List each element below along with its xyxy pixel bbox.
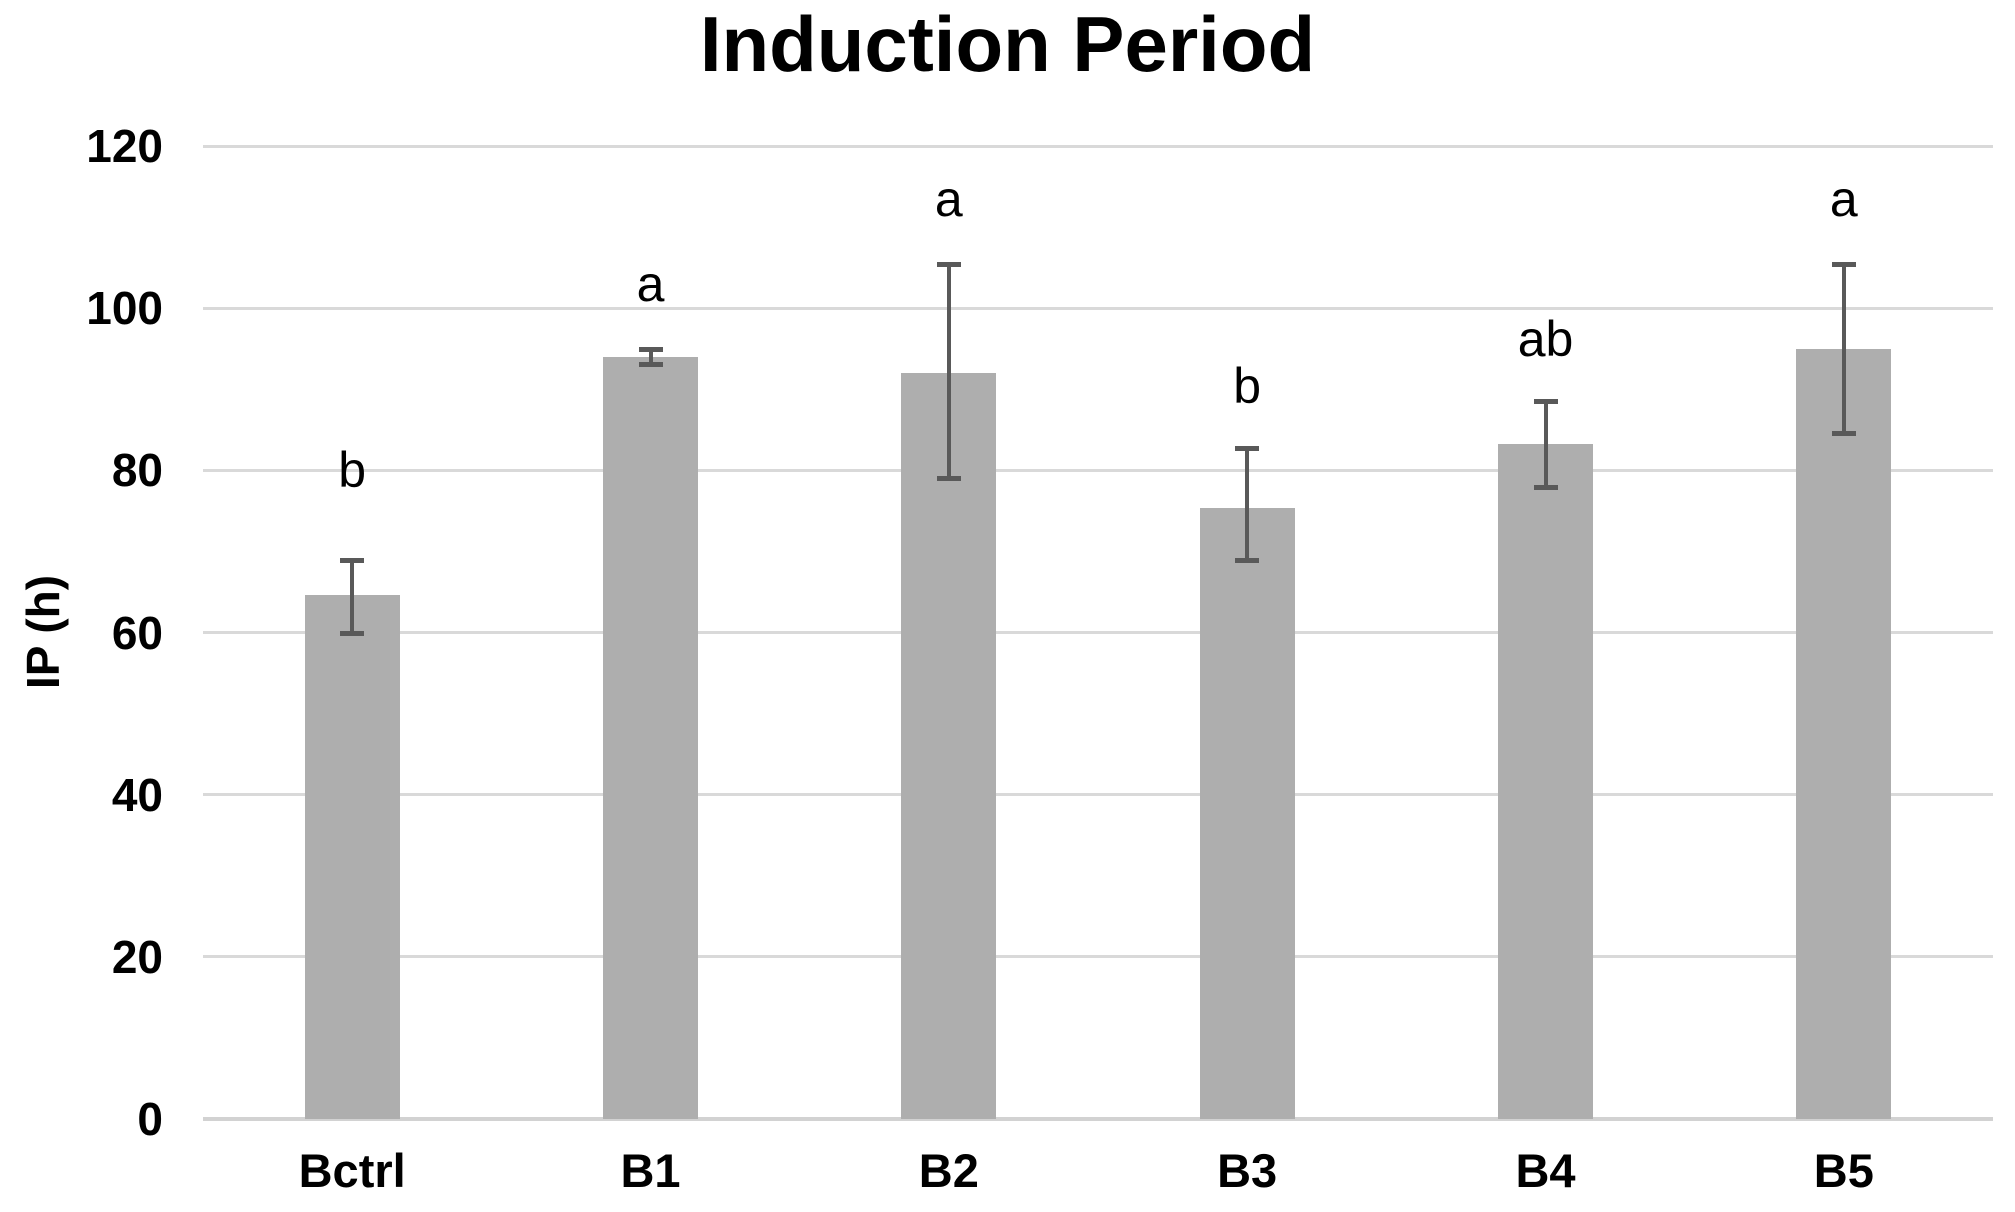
- gridline: [203, 793, 1993, 797]
- error-bar-cap-top: [638, 346, 663, 352]
- x-category-label: B4: [1515, 1144, 1576, 1197]
- y-tick-label: 60: [111, 606, 163, 659]
- error-bar-cap-bottom: [340, 630, 365, 636]
- bar: [603, 356, 698, 1119]
- sig-letter: a: [636, 255, 665, 312]
- gridline: [203, 144, 1993, 148]
- y-tick-label: 0: [137, 1093, 163, 1145]
- y-tick-label: 40: [111, 768, 163, 821]
- chart-title: Induction Period: [699, 0, 1316, 88]
- gridline: [203, 631, 1993, 634]
- sig-letter: b: [338, 442, 367, 499]
- sig-letter: a: [1829, 170, 1858, 227]
- y-tick-label: 20: [111, 930, 163, 983]
- y-tick-label: 80: [111, 444, 163, 497]
- error-bar-whisker: [1245, 447, 1250, 561]
- x-category-label: B3: [1217, 1144, 1278, 1197]
- y-tick-label: 100: [86, 282, 163, 335]
- gridline: [203, 468, 1993, 472]
- error-bar-cap-top: [1831, 261, 1856, 267]
- bar: [901, 373, 997, 1119]
- bar: [1199, 508, 1295, 1119]
- error-bar-cap-top: [340, 557, 365, 563]
- error-bar-whisker: [1841, 263, 1846, 434]
- gridline: [203, 306, 1993, 310]
- sig-letter: ab: [1517, 310, 1574, 367]
- sig-letter: a: [934, 170, 963, 227]
- x-axis-line: [203, 1117, 1993, 1121]
- x-category-label: B1: [620, 1144, 681, 1197]
- error-bar-whisker: [648, 348, 653, 365]
- bar: [304, 595, 400, 1119]
- bar: [1498, 443, 1593, 1119]
- error-bar-cap-bottom: [1533, 485, 1558, 491]
- error-bar-cap-bottom: [638, 362, 663, 368]
- error-bar-cap-bottom: [936, 476, 961, 482]
- error-bar-cap-top: [1533, 398, 1558, 404]
- x-category-label: B5: [1813, 1144, 1874, 1197]
- error-bar-whisker: [1543, 400, 1548, 488]
- x-category-label: Bctrl: [298, 1144, 406, 1197]
- error-bar-cap-bottom: [1831, 431, 1856, 437]
- gridline: [203, 955, 1993, 959]
- y-tick-label: 120: [86, 120, 163, 172]
- error-bar-cap-top: [1235, 445, 1260, 451]
- error-bar-cap-top: [936, 261, 961, 267]
- sig-letter: b: [1233, 358, 1262, 414]
- x-category-label: B2: [918, 1144, 979, 1197]
- bar: [1796, 348, 1892, 1119]
- error-bar-cap-bottom: [1235, 558, 1260, 564]
- error-bar-whisker: [350, 559, 355, 633]
- error-bar-whisker: [946, 263, 951, 479]
